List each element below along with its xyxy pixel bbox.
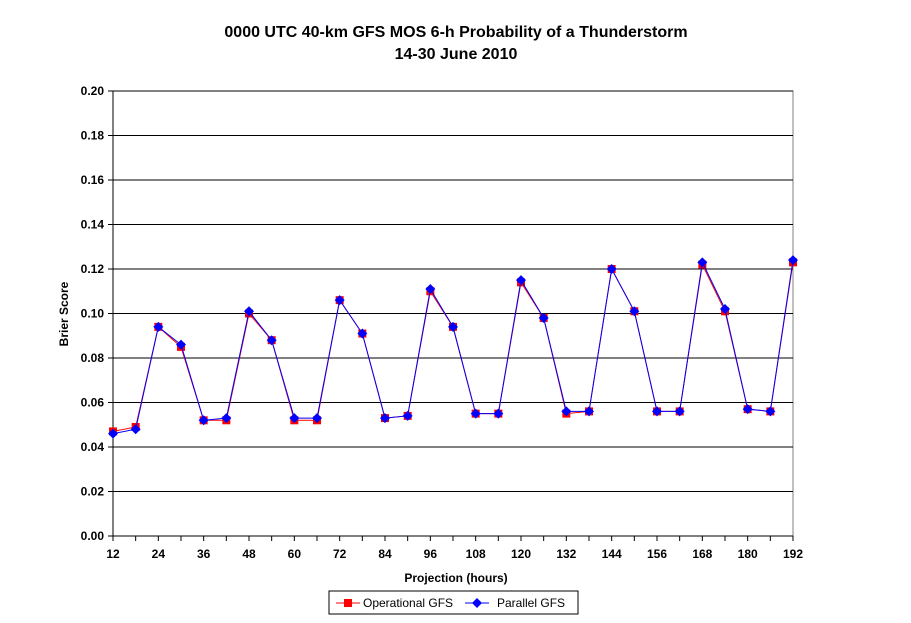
y-tick-label: 0.10 bbox=[81, 307, 105, 321]
x-tick-label: 132 bbox=[556, 547, 576, 561]
data-point bbox=[289, 413, 300, 424]
series-parallel-gfs bbox=[108, 255, 798, 439]
plot-area: 0.00 0.02 0.04 0.06 0.08 0.10 0.12 0.14 0.16 0.18… bbox=[81, 84, 804, 561]
data-point bbox=[402, 410, 413, 421]
y-axis-ticks: 0.00 0.02 0.04 0.06 0.08 0.10 0.12 0.14 0.16 0.18… bbox=[81, 84, 113, 543]
x-tick-label: 48 bbox=[242, 547, 256, 561]
legend-label: Parallel GFS bbox=[497, 596, 565, 610]
data-point bbox=[312, 413, 322, 424]
data-point bbox=[266, 335, 277, 346]
data-point bbox=[108, 428, 118, 439]
data-point bbox=[334, 295, 345, 306]
legend-marker bbox=[344, 599, 352, 607]
legend-item: Parallel GFS bbox=[465, 596, 565, 610]
x-tick-label: 120 bbox=[511, 547, 531, 561]
data-point bbox=[425, 284, 436, 295]
y-tick-label: 0.00 bbox=[81, 529, 105, 543]
x-axis-ticks: 12 24 36 48 60 72 84 96 108 120 132 144 156 168 180 192 bbox=[106, 91, 803, 561]
x-tick-label: 192 bbox=[783, 547, 803, 561]
legend-item: Operational GFS bbox=[336, 596, 453, 610]
data-point bbox=[697, 257, 708, 268]
data-point bbox=[606, 264, 617, 274]
y-tick-label: 0.08 bbox=[81, 351, 105, 365]
data-point bbox=[448, 321, 458, 332]
y-tick-label: 0.18 bbox=[81, 129, 105, 143]
data-point bbox=[629, 306, 640, 317]
data-point bbox=[584, 406, 594, 417]
y-tick-label: 0.20 bbox=[81, 84, 105, 98]
x-tick-label: 144 bbox=[602, 547, 622, 561]
data-point bbox=[765, 406, 776, 417]
chart-title: 0000 UTC 40-km GFS MOS 6-h Probability o… bbox=[224, 24, 687, 41]
data-point bbox=[244, 306, 254, 317]
chart-subtitle: 14-30 June 2010 bbox=[395, 46, 518, 63]
data-point bbox=[516, 275, 526, 286]
data-point bbox=[720, 304, 730, 315]
x-tick-label: 84 bbox=[378, 547, 392, 561]
data-point bbox=[176, 339, 186, 350]
x-tick-label: 60 bbox=[288, 547, 302, 561]
gridlines bbox=[113, 90, 793, 492]
series-layer bbox=[108, 255, 798, 439]
y-tick-label: 0.14 bbox=[81, 218, 105, 232]
y-tick-label: 0.06 bbox=[81, 396, 105, 410]
x-tick-label: 180 bbox=[738, 547, 758, 561]
y-axis-label: Brier Score bbox=[57, 281, 71, 346]
y-tick-label: 0.16 bbox=[81, 173, 105, 187]
data-point bbox=[198, 415, 209, 426]
legend: Operational GFS Parallel GFS bbox=[328, 590, 579, 615]
x-tick-label: 156 bbox=[647, 547, 667, 561]
data-point bbox=[380, 413, 390, 424]
legend-label: Operational GFS bbox=[363, 596, 453, 610]
x-tick-label: 108 bbox=[466, 547, 486, 561]
y-tick-label: 0.02 bbox=[81, 485, 105, 499]
data-point bbox=[470, 408, 481, 419]
y-tick-label: 0.04 bbox=[81, 440, 105, 454]
data-point bbox=[153, 321, 164, 332]
data-point bbox=[561, 406, 572, 417]
data-point bbox=[130, 424, 141, 435]
data-point bbox=[742, 404, 753, 415]
x-tick-label: 24 bbox=[152, 547, 166, 561]
data-point bbox=[357, 328, 368, 339]
data-point bbox=[538, 312, 549, 323]
x-tick-label: 168 bbox=[692, 547, 712, 561]
x-tick-label: 96 bbox=[424, 547, 438, 561]
data-point bbox=[674, 406, 685, 417]
x-tick-label: 72 bbox=[333, 547, 347, 561]
data-point bbox=[652, 406, 662, 417]
legend-marker bbox=[472, 598, 482, 608]
legend-box bbox=[328, 590, 579, 615]
x-tick-label: 36 bbox=[197, 547, 211, 561]
x-tick-label: 12 bbox=[106, 547, 120, 561]
data-point bbox=[221, 413, 232, 424]
x-axis-label: Projection (hours) bbox=[404, 571, 507, 585]
data-point bbox=[493, 408, 504, 419]
data-point bbox=[788, 255, 798, 266]
y-tick-label: 0.12 bbox=[81, 262, 105, 276]
